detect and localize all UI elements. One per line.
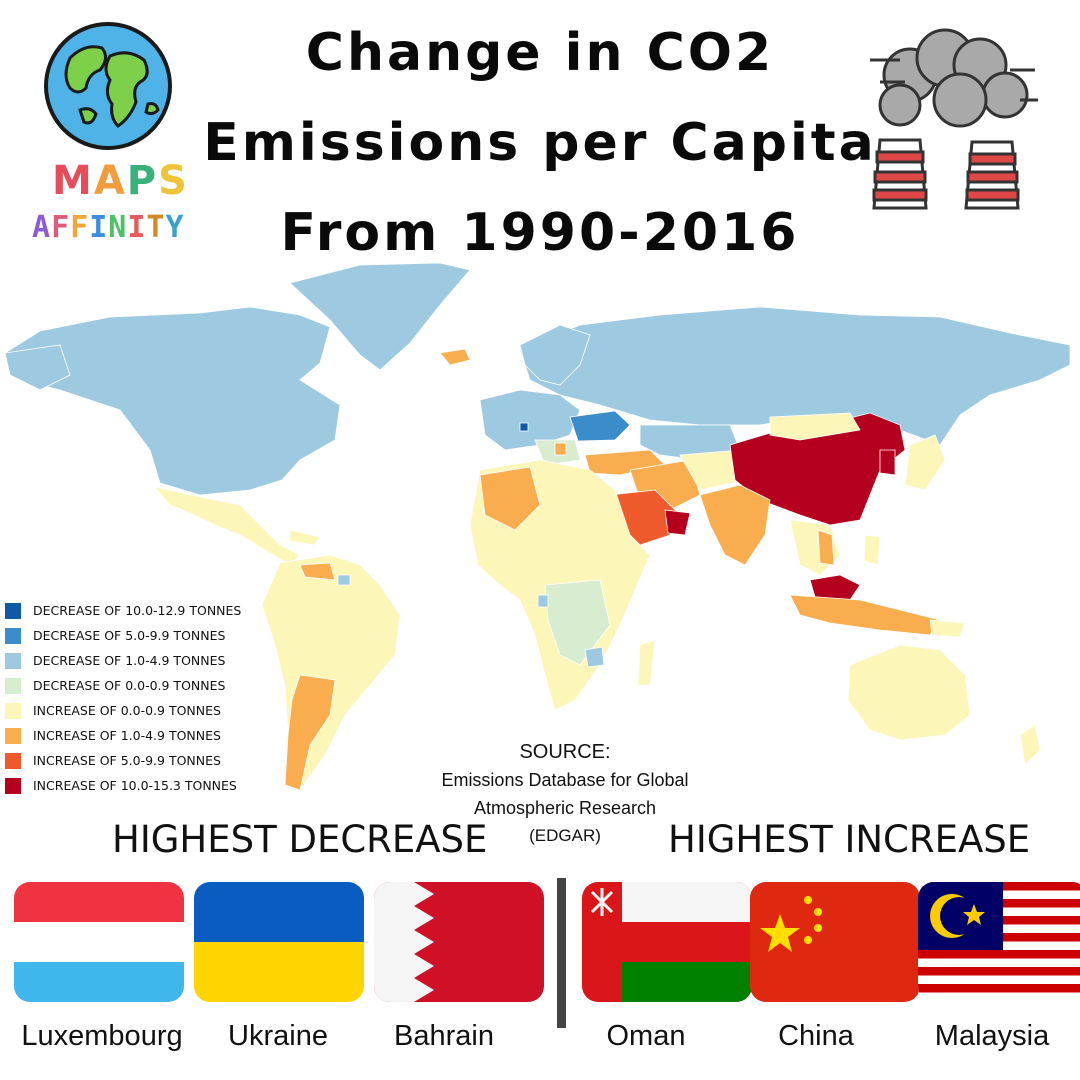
legend-swatch <box>5 777 21 794</box>
map-region-russia <box>519 306 1071 446</box>
map-region-north-america <box>4 306 341 496</box>
map-region-india <box>699 484 771 566</box>
map-region-ukraine <box>569 410 631 442</box>
map-region-algeria <box>479 466 541 531</box>
china-flag-icon <box>750 882 920 1002</box>
map-region-scandinavia <box>519 324 591 386</box>
source-heading: SOURCE: <box>519 741 611 763</box>
brand-letter: T <box>146 210 166 245</box>
legend-item: INCREASE OF 10.0-15.3 TONNES <box>5 773 241 798</box>
legend-label: INCREASE OF 1.0-4.9 TONNES <box>33 728 221 743</box>
map-region-alaska <box>4 344 71 391</box>
legend-item: DECREASE OF 1.0-4.9 TONNES <box>5 648 241 673</box>
map-region-serbia <box>554 442 567 456</box>
map-region-venezuela <box>299 562 336 581</box>
map-region-mongolia <box>769 412 861 441</box>
map-region-caribbean <box>289 529 321 546</box>
legend-item: INCREASE OF 0.0-0.9 TONNES <box>5 698 241 723</box>
legend-label: DECREASE OF 10.0-12.9 TONNES <box>33 603 242 618</box>
legend-swatch <box>5 677 21 694</box>
map-region-indonesia <box>789 594 941 636</box>
oman-flag-icon <box>582 882 752 1002</box>
map-region-trinidad <box>337 574 351 586</box>
legend-item: DECREASE OF 0.0-0.9 TONNES <box>5 673 241 698</box>
title-line-3: From 1990-2016 <box>280 203 800 263</box>
map-region-south-america <box>261 554 401 791</box>
legend-item: INCREASE OF 5.0-9.9 TONNES <box>5 748 241 773</box>
legend-label: INCREASE OF 5.0-9.9 TONNES <box>33 753 221 768</box>
map-region-zimbabwe <box>584 646 605 668</box>
legend-swatch <box>5 652 21 669</box>
section-divider <box>557 878 566 1028</box>
source-line-2: Atmospheric Research <box>473 798 657 818</box>
map-region-australia <box>847 644 971 741</box>
map-region-malaysia <box>809 574 861 601</box>
map-region-madagascar <box>637 639 656 686</box>
legend-label: DECREASE OF 1.0-4.9 TONNES <box>33 653 226 668</box>
world-co2-map <box>4 262 1071 791</box>
brand-logo-affinity: AFFINITY <box>32 210 185 245</box>
brand-letter: F <box>51 210 71 245</box>
map-region-new-zealand <box>1019 724 1041 766</box>
brand-letter: A <box>32 210 52 245</box>
map-region-korea <box>879 449 896 476</box>
map-region-central-africa <box>544 579 611 666</box>
map-region-luxembourg <box>519 422 529 432</box>
highest-increase-heading: HIGHEST INCREASE <box>668 818 1031 861</box>
map-region-philippines <box>863 534 881 566</box>
map-region-papua <box>929 619 966 638</box>
map-region-greenland <box>289 262 471 371</box>
malaysia-flag-icon <box>918 882 1080 1002</box>
title-line-1: Change in CO2 <box>305 23 775 83</box>
legend-label: DECREASE OF 0.0-0.9 TONNES <box>33 678 226 693</box>
map-region-gabon <box>537 594 549 608</box>
brand-letter: A <box>93 158 127 204</box>
brand-letter: I <box>89 210 109 245</box>
legend-swatch <box>5 627 21 644</box>
page-title: Change in CO2 Emissions per Capita From … <box>200 8 880 278</box>
country-label: Malaysia <box>934 1020 1050 1052</box>
legend-swatch <box>5 752 21 769</box>
country-label: Luxembourg <box>21 1020 183 1052</box>
brand-letter: N <box>108 210 128 245</box>
legend-item: DECREASE OF 5.0-9.9 TONNES <box>5 623 241 648</box>
country-label: China <box>778 1020 854 1052</box>
legend-label: INCREASE OF 10.0-15.3 TONNES <box>33 778 237 793</box>
map-region-oman <box>664 509 691 536</box>
legend-label: INCREASE OF 0.0-0.9 TONNES <box>33 703 221 718</box>
country-label: Oman <box>606 1020 686 1052</box>
map-legend: DECREASE OF 10.0-12.9 TONNES DECREASE OF… <box>5 598 241 798</box>
globe-icon <box>44 22 172 150</box>
map-region-mexico <box>153 486 301 566</box>
map-region-western-europe <box>479 389 581 451</box>
legend-swatch <box>5 702 21 719</box>
map-region-vietnam <box>817 529 835 566</box>
source-abbreviation: (EDGAR) <box>529 826 601 845</box>
brand-letter: Y <box>165 210 185 245</box>
map-region-iceland <box>439 348 471 366</box>
brand-letter: P <box>126 158 159 204</box>
brand-letter: S <box>158 158 189 204</box>
factory-smoke-icon <box>870 28 1038 210</box>
source-note: SOURCE: Emissions Database for Global At… <box>400 738 730 850</box>
country-label: Bahrain <box>394 1020 494 1052</box>
map-region-argentina <box>284 674 336 791</box>
country-label: Ukraine <box>228 1020 328 1052</box>
source-line-1: Emissions Database for Global <box>441 770 689 790</box>
legend-swatch <box>5 727 21 744</box>
highest-decrease-heading: HIGHEST DECREASE <box>112 818 488 861</box>
legend-item: DECREASE OF 10.0-12.9 TONNES <box>5 598 241 623</box>
ukraine-flag-icon <box>194 882 364 1002</box>
map-region-japan <box>904 434 946 491</box>
brand-logo-maps: MAPS <box>52 158 189 204</box>
brand-letter: M <box>52 158 94 204</box>
bahrain-flag-icon <box>374 882 544 1002</box>
legend-item: INCREASE OF 1.0-4.9 TONNES <box>5 723 241 748</box>
title-line-2: Emissions per Capita <box>203 113 877 173</box>
legend-label: DECREASE OF 5.0-9.9 TONNES <box>33 628 226 643</box>
luxembourg-flag-icon <box>14 882 184 1002</box>
legend-swatch <box>5 602 21 619</box>
brand-letter: F <box>70 210 90 245</box>
brand-letter: I <box>127 210 147 245</box>
